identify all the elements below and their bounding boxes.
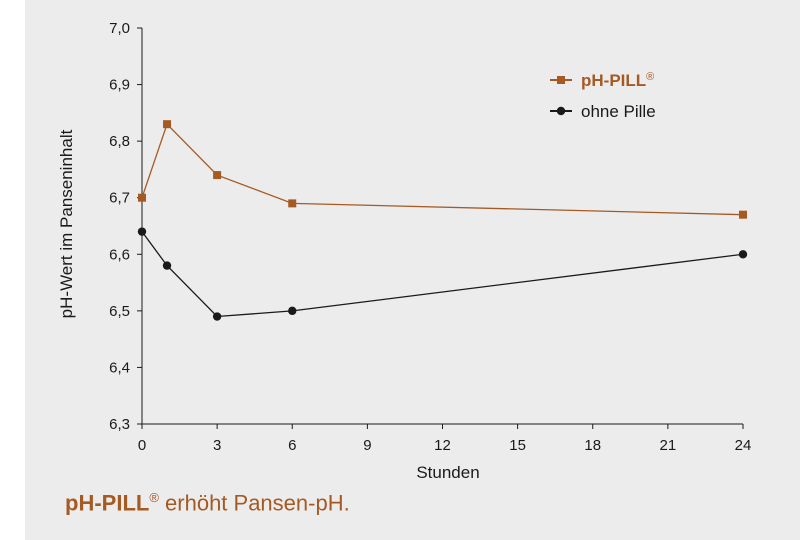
x-tick-label: 18 [584, 437, 601, 454]
figure-caption: pH-PILL® erhöht Pansen-pH. [65, 490, 350, 516]
x-tick-label: 6 [288, 437, 296, 454]
y-tick-label: 6,4 [109, 359, 130, 376]
x-tick-label: 9 [363, 437, 371, 454]
y-tick-label: 7,0 [109, 20, 130, 37]
chart-figure: 6,3 6,4 6,5 6,6 6,7 6,8 6,9 7,0 0 3 6 9 12 15 18 21 24 p… [25, 0, 800, 540]
y-tick-label: 6,8 [109, 133, 130, 150]
legend-series-name: pH-PILL [581, 71, 646, 90]
axes: 6,3 6,4 6,5 6,6 6,7 6,8 6,9 7,0 0 3 6 9 12 15 18 21 24 [109, 20, 751, 454]
legend-marker-square [557, 76, 565, 84]
legend-label: pH-PILL® [581, 71, 654, 90]
data-point-circle [162, 261, 172, 270]
x-axis-title: Stunden [416, 463, 479, 482]
data-point-square [138, 193, 146, 202]
x-tick-label: 0 [138, 437, 146, 454]
y-tick-label: 6,9 [109, 77, 130, 94]
legend: pH-PILL® ohne Pille [550, 71, 656, 121]
x-tick-label: 24 [735, 437, 752, 454]
data-point-square [288, 199, 297, 208]
series-layer [137, 120, 748, 321]
line-chart: 6,3 6,4 6,5 6,6 6,7 6,8 6,9 7,0 0 3 6 9 12 15 18 21 24 p… [57, 20, 751, 482]
caption-registered-mark: ® [149, 490, 159, 505]
x-tick-label: 21 [660, 437, 677, 454]
legend-label: ohne Pille [581, 102, 656, 121]
y-tick-label: 6,3 [109, 416, 130, 433]
series-line [141, 231, 744, 318]
data-point-square [163, 120, 172, 129]
series-2 [137, 227, 748, 321]
x-tick-label: 12 [434, 437, 451, 454]
caption-brand: pH-PILL [65, 490, 150, 516]
y-tick-label: 6,6 [109, 246, 130, 263]
y-tick-label: 6,5 [109, 303, 130, 320]
legend-series-name: ohne Pille [581, 102, 656, 121]
x-tick-label: 3 [213, 437, 221, 454]
caption-text: erhöht Pansen-pH. [158, 490, 350, 516]
data-point-circle [288, 306, 297, 316]
series-line [141, 122, 744, 216]
data-point-circle [738, 250, 748, 259]
legend-registered-mark: ® [646, 71, 654, 83]
legend-item-2: ohne Pille [550, 102, 656, 121]
series-1 [138, 120, 747, 219]
data-point-square [739, 210, 747, 219]
legend-item-1: pH-PILL® [550, 71, 654, 90]
y-tick-label: 6,7 [109, 190, 130, 207]
y-axis-title: pH-Wert im Panseninhalt [57, 129, 76, 318]
data-point-square [213, 171, 222, 180]
data-point-circle [137, 227, 147, 236]
x-tick-label: 15 [509, 437, 526, 454]
legend-marker-circle [556, 106, 566, 116]
data-point-circle [212, 312, 222, 321]
